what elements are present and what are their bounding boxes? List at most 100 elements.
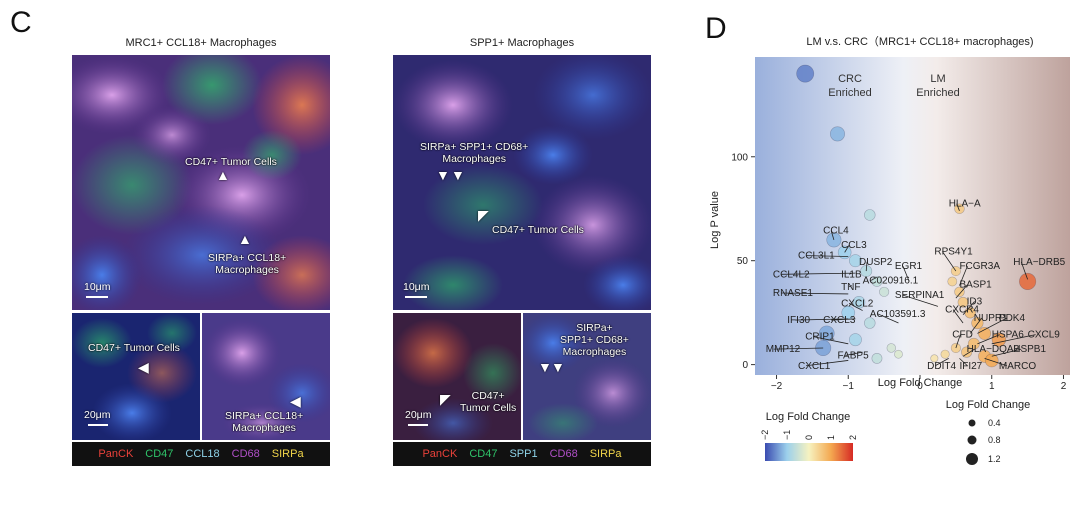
label-leader-22 [795, 318, 849, 321]
gene-label-15: SERPINA1 [895, 290, 945, 301]
label-leader-7 [959, 265, 968, 286]
gene-label-19: AC103591.3 [870, 309, 926, 320]
left-legend-sirpa: SIRPa [271, 448, 304, 460]
color-legend-tick-0: −2 [760, 430, 770, 440]
color-legend-tick-3: 1 [826, 435, 836, 440]
color-legend-tick-2: 0 [804, 435, 814, 440]
volcano-plot: LM v.s. CRC（MRC1+ CCL18+ macrophages) −2… [709, 35, 1070, 465]
right-main-scale-text: 10μm [403, 281, 430, 293]
label-leader-14 [780, 292, 849, 295]
right-channel-legend: PanCK CD47 SPP1 CD68 SIRPa [393, 442, 651, 466]
label-leader-32 [805, 360, 849, 367]
left-inset1-label: CD47+ Tumor Cells [88, 342, 180, 354]
left-inset1-scale-text: 20μm [84, 409, 111, 421]
right-main-scale-bar [405, 296, 427, 298]
point-26 [978, 326, 992, 340]
y-tick-label-2: 100 [731, 152, 748, 163]
point-1 [830, 126, 846, 142]
left-inset-1 [72, 313, 200, 440]
point-23 [957, 296, 969, 308]
gene-label-7: FCGR3A [959, 261, 1000, 272]
left-figure-title: MRC1+ CCL18+ Macrophages [125, 37, 277, 49]
x-tick-label-4: 2 [1061, 381, 1067, 392]
point-12 [818, 325, 835, 342]
points [796, 64, 1037, 368]
color-legend-tick-1: −1 [782, 430, 792, 440]
label-leader-27 [813, 336, 849, 345]
size-legend-value-small: 0.4 [988, 418, 1001, 428]
right-tumor-arrow: ◤ [478, 207, 489, 223]
label-leader-13 [955, 284, 968, 299]
gene-label-26: CFD [952, 330, 973, 341]
right-legend-sirpa: SIRPa [589, 448, 622, 460]
label-leader-15 [902, 294, 939, 307]
label-leader-3 [806, 255, 849, 257]
color-legend-title: Log Fold Change [766, 411, 850, 423]
size-legend-dot-small [968, 419, 976, 427]
label-leader-25 [991, 334, 1036, 345]
point-2 [864, 209, 876, 221]
point-5 [848, 254, 862, 268]
right-inset-2 [523, 313, 651, 440]
size-legend-dot-large [966, 453, 978, 465]
point-19 [1019, 272, 1037, 291]
gene-label-10: IL1B [841, 269, 862, 280]
crc-enriched-label-2: Enriched [828, 87, 871, 99]
right-macrophage-label: SIRPa+ SPP1+ CD68+ Macrophages [420, 141, 529, 165]
point-22 [954, 286, 965, 298]
label-leader-1 [830, 230, 835, 241]
left-main-scale-text: 10μm [84, 281, 111, 293]
gene-label-31: FABP5 [838, 350, 870, 361]
label-leader-30 [991, 348, 1022, 357]
label-leader-23 [831, 318, 856, 321]
label-leader-33 [934, 358, 949, 367]
left-tumor-label: CD47+ Tumor Cells [185, 156, 277, 168]
right-main-micrograph [393, 55, 651, 310]
point-14 [848, 333, 862, 347]
lm-enriched-label-1: LM [930, 73, 945, 85]
gene-label-5: RPS4Y1 [934, 246, 973, 257]
label-leader-31 [845, 351, 863, 356]
gene-label-30: HSPB1 [1013, 344, 1046, 355]
gene-label-25: CXCL9 [1028, 330, 1061, 341]
right-inset1-scale-text: 20μm [405, 409, 432, 421]
color-legend-bar [765, 443, 853, 461]
label-leader-35 [984, 357, 1008, 367]
label-leader-17 [848, 303, 863, 311]
left-inset2-label: SIRPa+ CCL18+ Macrophages [225, 410, 304, 434]
right-legend-cd68: CD68 [549, 448, 578, 460]
x-axis-label: Log Fold Change [878, 377, 962, 389]
axes: −2 −1 0 1 2 0 50 100 [731, 152, 1066, 392]
point-30 [961, 346, 973, 358]
gene-labels: HLA−A CCL4 CCL3 CCL3L1 DUSP2 RPS4Y1 EGR1 FCGR3A… [766, 199, 1066, 372]
right-inset-1 [393, 313, 521, 440]
right-figure-title: SPP1+ Macrophages [469, 37, 575, 49]
label-leader-0 [956, 203, 960, 211]
left-macrophage-arrow: ▲ [238, 231, 252, 247]
gene-label-27: CRIP1 [805, 332, 835, 343]
gene-label-11: AC020916.1 [863, 276, 919, 287]
left-channel-legend: PanCK CD47 CCL18 CD68 SIRPa [72, 442, 330, 466]
label-leader-5 [942, 251, 957, 272]
gene-label-0: HLA−A [949, 199, 981, 210]
point-15 [886, 343, 897, 353]
plot-background [755, 57, 1070, 375]
point-16 [894, 349, 903, 359]
point-0 [796, 64, 815, 83]
right-inset1-arrow: ◤ [440, 391, 451, 407]
color-legend-ticks: −2 −1 0 1 2 [760, 430, 858, 440]
label-leader-4 [865, 261, 868, 272]
gene-label-28: MMP12 [766, 344, 801, 355]
gene-label-35: MARCO [999, 361, 1036, 372]
label-leader-26 [955, 334, 961, 349]
right-inset2-arrow-1: ▼ [538, 359, 552, 375]
point-8 [879, 286, 890, 297]
point-17 [871, 352, 883, 364]
gene-label-12: TNF [841, 282, 860, 293]
size-legend-value-large: 1.2 [988, 454, 1001, 464]
gene-label-17: CXCL2 [841, 298, 874, 309]
panel-c-letter: C [10, 6, 32, 39]
label-leader-20 [977, 317, 1008, 334]
gene-label-8: HLA−DRB5 [1013, 257, 1065, 268]
label-leader-18 [952, 309, 964, 324]
